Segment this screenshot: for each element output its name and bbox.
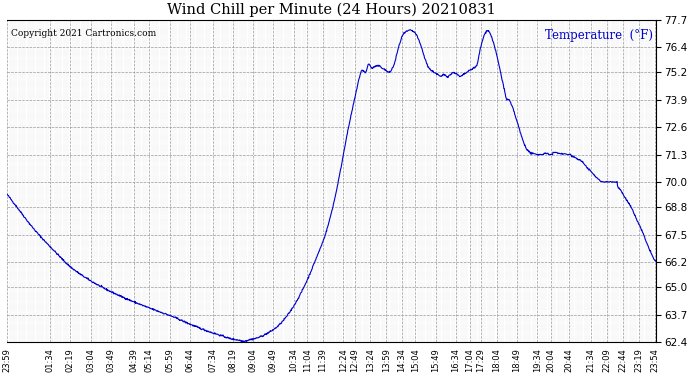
Text: Copyright 2021 Cartronics.com: Copyright 2021 Cartronics.com — [10, 29, 156, 38]
Text: Temperature  (°F): Temperature (°F) — [545, 29, 653, 42]
Title: Wind Chill per Minute (24 Hours) 20210831: Wind Chill per Minute (24 Hours) 2021083… — [168, 3, 496, 17]
